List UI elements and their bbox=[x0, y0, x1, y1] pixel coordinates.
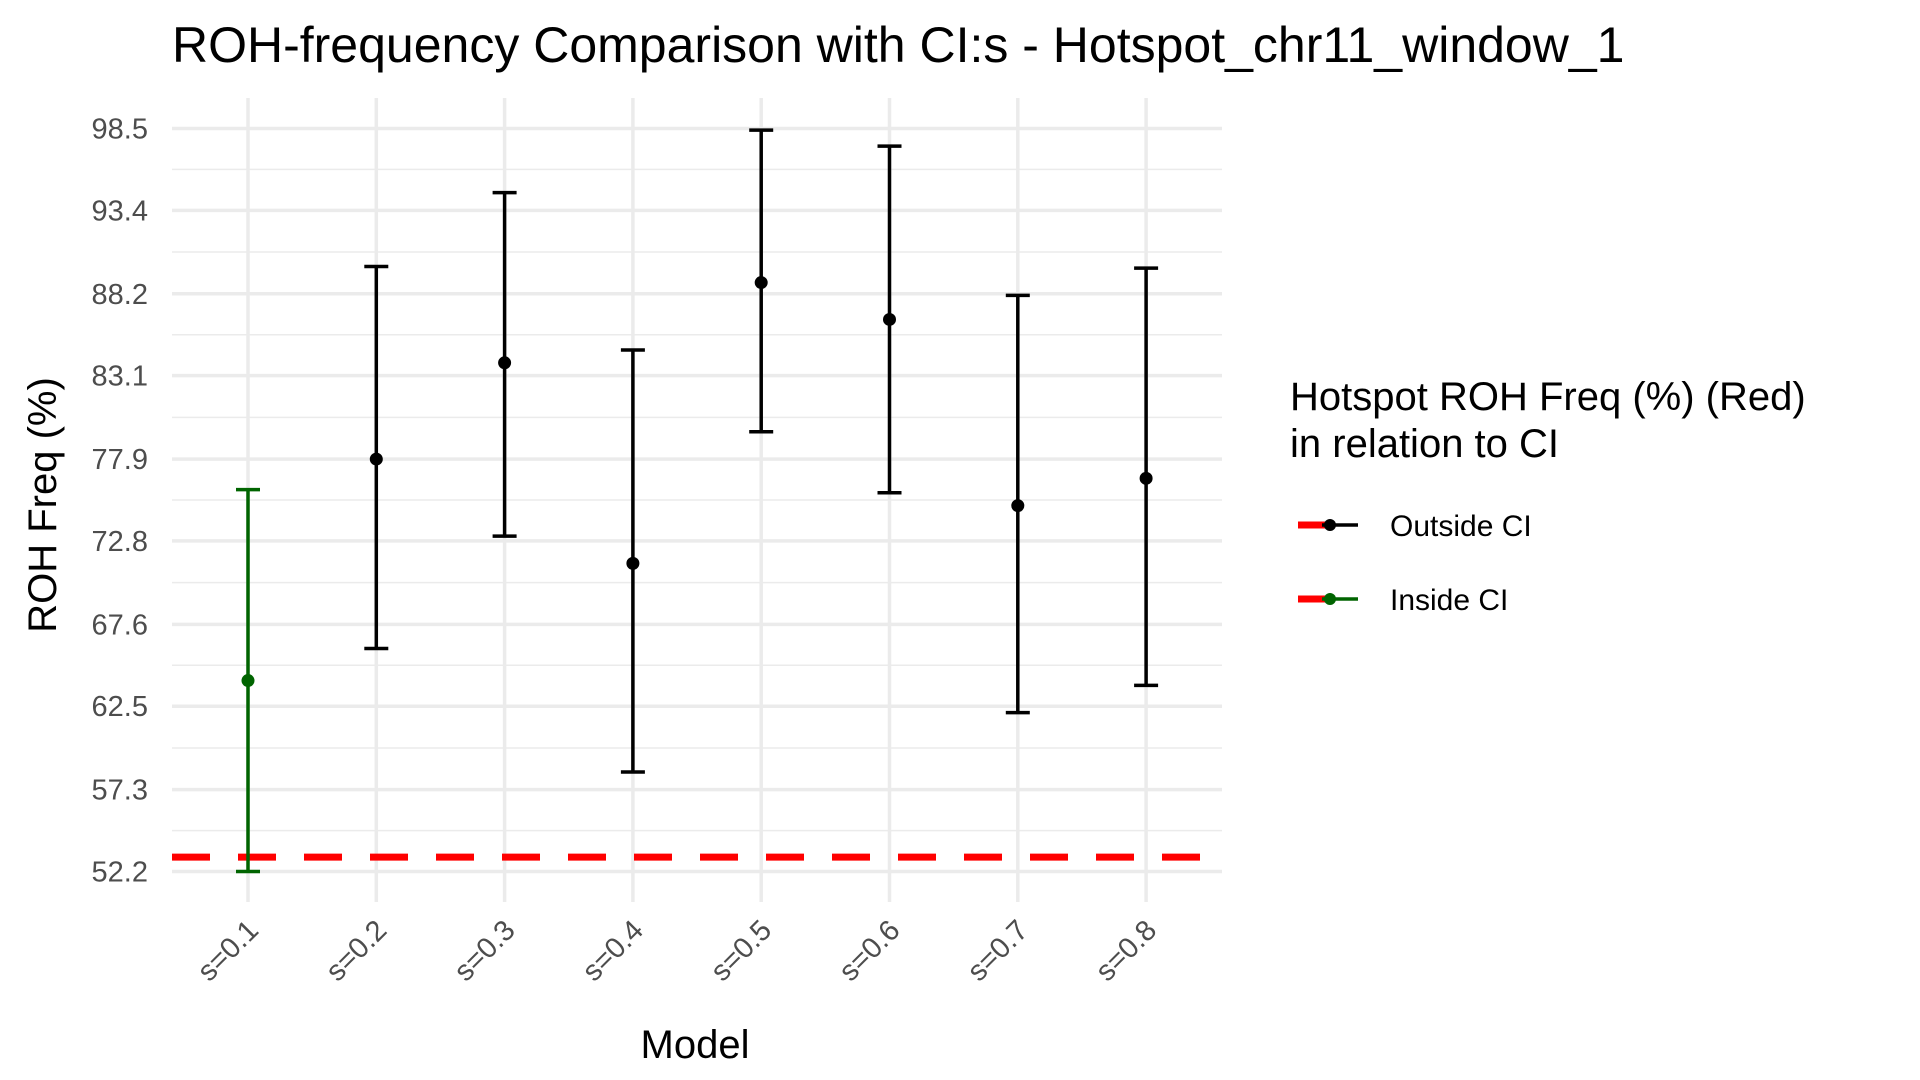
x-tick-label: s=0.7 bbox=[961, 914, 1034, 987]
y-axis-title: ROH Freq (%) bbox=[21, 377, 65, 633]
y-tick-label: 77.9 bbox=[92, 444, 148, 476]
y-tick-labels: 52.2 57.3 62.5 67.6 72.8 77.9 83.1 88.2 93.4 98.5 bbox=[92, 113, 148, 888]
y-tick-label: 72.8 bbox=[92, 526, 148, 558]
marks-layer bbox=[236, 128, 1159, 874]
y-tick-label: 83.1 bbox=[92, 361, 148, 393]
data-point bbox=[1011, 499, 1025, 513]
data-point bbox=[626, 556, 640, 570]
data-point bbox=[1139, 471, 1153, 485]
legend-item-label: Outside CI bbox=[1390, 510, 1532, 543]
x-tick-label: s=0.1 bbox=[192, 914, 265, 987]
legend-item: Outside CI bbox=[1298, 510, 1532, 543]
legend-item: Inside CI bbox=[1298, 584, 1508, 617]
legend: Hotspot ROH Freq (%) (Red) in relation t… bbox=[1290, 375, 1806, 617]
x-tick-label: s=0.2 bbox=[320, 914, 393, 987]
error-bar-group bbox=[1134, 266, 1159, 688]
x-tick-label: s=0.8 bbox=[1090, 914, 1163, 987]
x-tick-label: s=0.6 bbox=[833, 914, 906, 987]
x-tick-labels: s=0.1 s=0.2 s=0.3 s=0.4 s=0.5 s=0.6 s=0.7 s=0.8 bbox=[192, 914, 1163, 987]
grid-layer bbox=[172, 98, 1222, 902]
data-point bbox=[369, 452, 383, 466]
error-bar-group bbox=[749, 128, 774, 434]
y-tick-label: 98.5 bbox=[92, 113, 148, 145]
data-point bbox=[241, 674, 255, 688]
y-tick-label: 57.3 bbox=[92, 775, 148, 807]
legend-title-line2: in relation to CI bbox=[1290, 422, 1559, 466]
y-tick-label: 93.4 bbox=[92, 195, 148, 227]
legend-title-line1: Hotspot ROH Freq (%) (Red) bbox=[1290, 375, 1806, 419]
y-tick-label: 62.5 bbox=[92, 691, 148, 723]
error-bar-group bbox=[364, 264, 389, 651]
x-tick-label: s=0.5 bbox=[705, 914, 778, 987]
legend-key-point bbox=[1324, 519, 1336, 531]
data-point bbox=[754, 276, 768, 290]
legend-item-label: Inside CI bbox=[1390, 584, 1508, 617]
x-tick-label: s=0.4 bbox=[576, 914, 649, 987]
y-tick-label: 67.6 bbox=[92, 609, 148, 641]
data-point bbox=[883, 312, 896, 326]
error-bar-group bbox=[236, 487, 260, 874]
error-bar-group bbox=[1005, 293, 1030, 715]
error-bar-group bbox=[877, 144, 902, 495]
x-tick-label: s=0.3 bbox=[448, 914, 521, 987]
error-bar-group bbox=[492, 190, 517, 538]
y-tick-label: 88.2 bbox=[92, 279, 148, 311]
data-point bbox=[498, 356, 512, 370]
error-bar-group bbox=[620, 348, 645, 774]
y-tick-label: 52.2 bbox=[92, 857, 148, 889]
chart-title: ROH-frequency Comparison with CI:s - Hot… bbox=[172, 17, 1624, 73]
x-axis-title: Model bbox=[641, 1023, 750, 1067]
legend-key-point bbox=[1324, 593, 1336, 605]
legend-items: Outside CI Inside CI bbox=[1298, 510, 1532, 617]
